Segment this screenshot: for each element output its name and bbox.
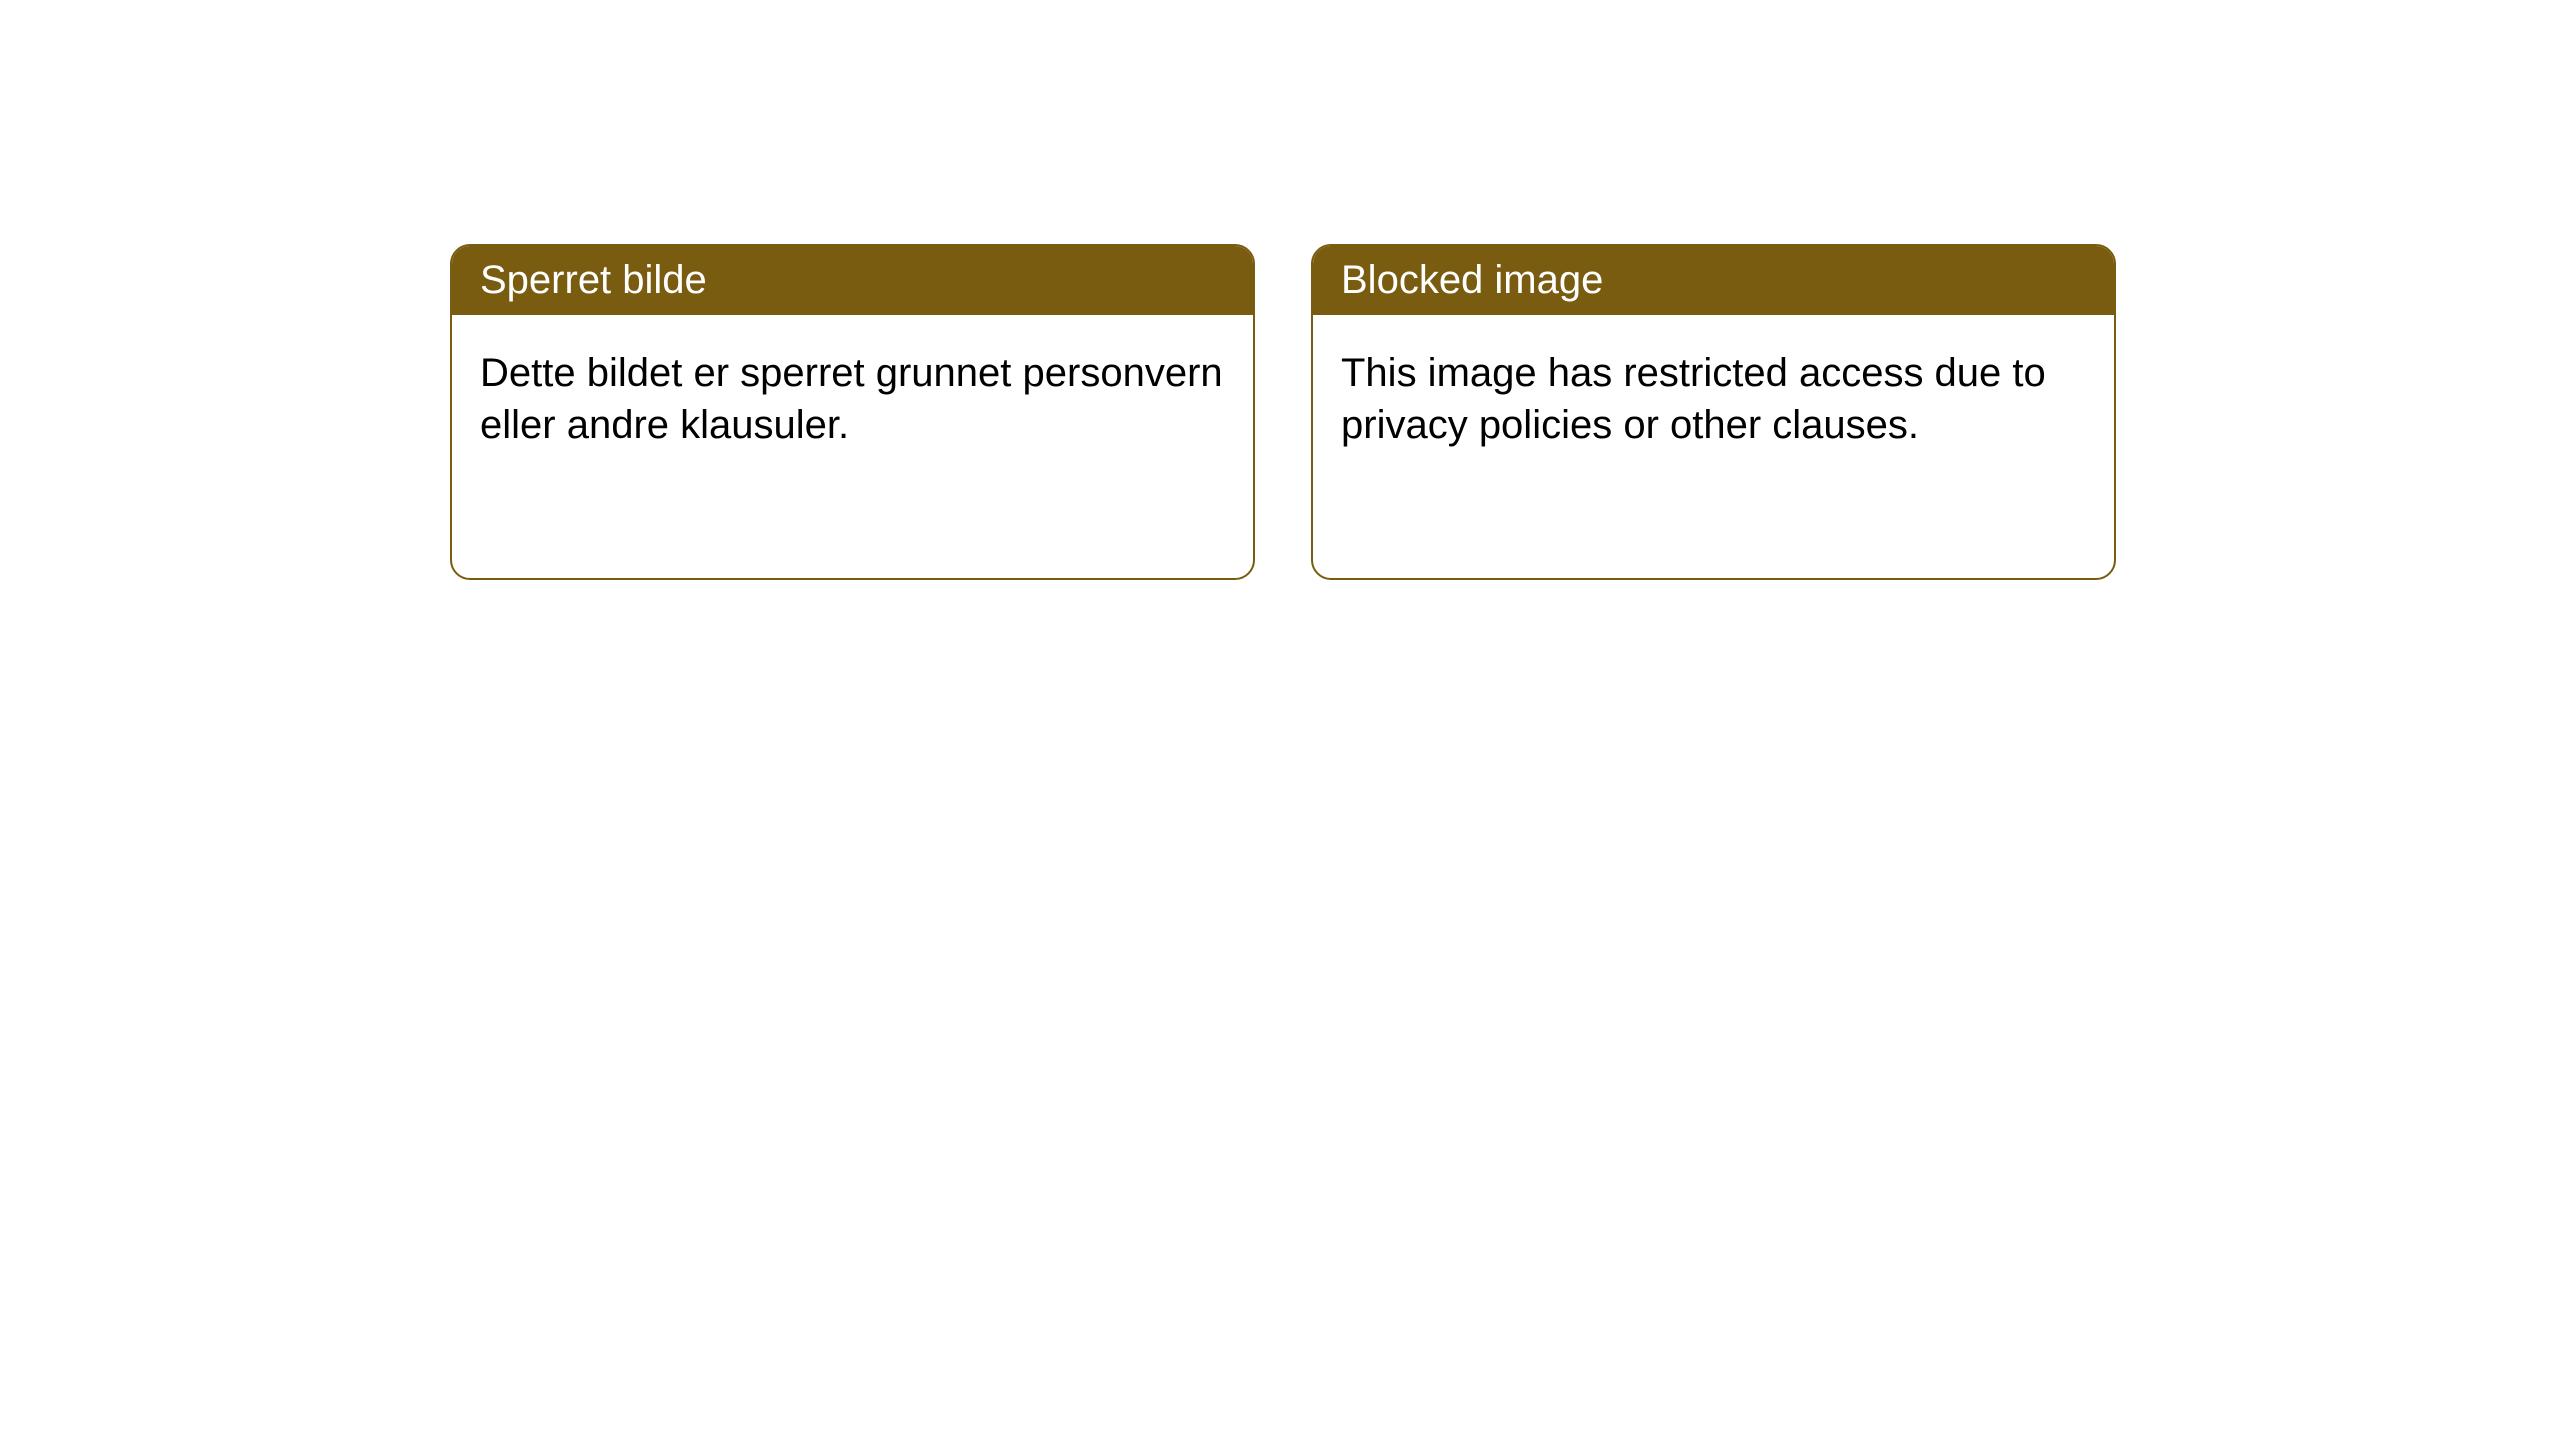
notice-title: Sperret bilde: [480, 258, 707, 302]
notice-body-text: This image has restricted access due to …: [1341, 351, 2046, 447]
notice-header: Sperret bilde: [452, 246, 1253, 315]
notice-body-text: Dette bildet er sperret grunnet personve…: [480, 351, 1223, 447]
notice-header: Blocked image: [1313, 246, 2114, 315]
notice-body: This image has restricted access due to …: [1313, 315, 2114, 483]
notice-title: Blocked image: [1341, 258, 1603, 302]
notice-body: Dette bildet er sperret grunnet personve…: [452, 315, 1253, 483]
notice-card-norwegian: Sperret bilde Dette bildet er sperret gr…: [450, 244, 1255, 580]
notice-container: Sperret bilde Dette bildet er sperret gr…: [0, 0, 2560, 580]
notice-card-english: Blocked image This image has restricted …: [1311, 244, 2116, 580]
